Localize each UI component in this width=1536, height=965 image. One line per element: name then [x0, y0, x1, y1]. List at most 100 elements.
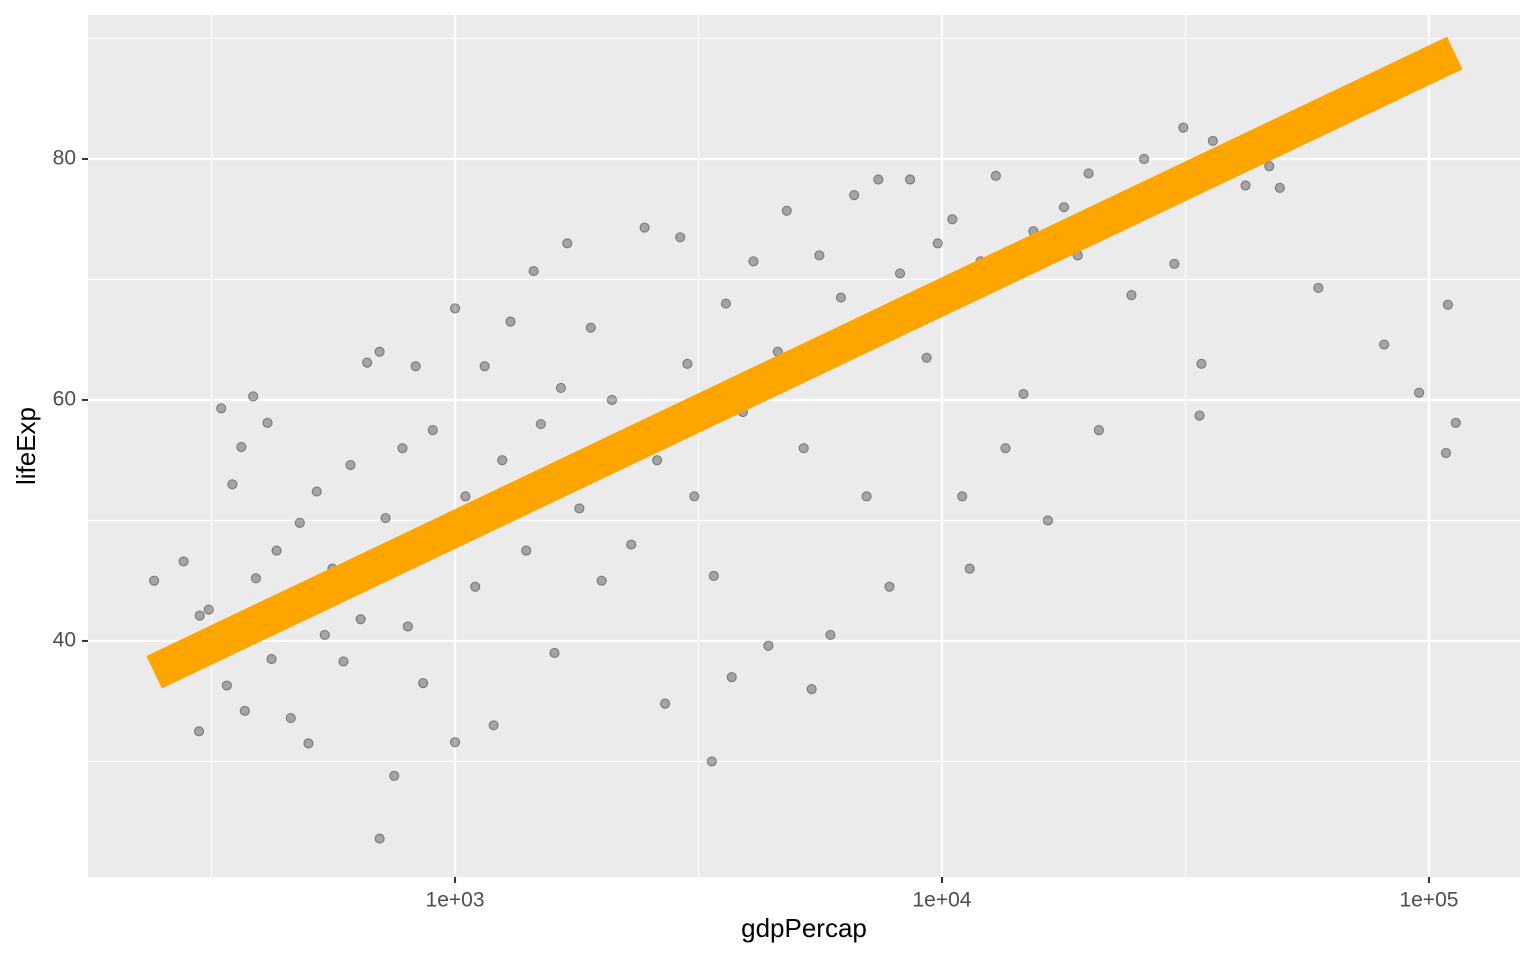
point: [193, 726, 205, 737]
point: [1042, 515, 1054, 526]
point: [990, 170, 1001, 181]
point: [781, 205, 792, 216]
point: [303, 738, 314, 749]
point: [311, 486, 322, 497]
point: [675, 232, 686, 243]
point: [806, 684, 817, 695]
grid: [88, 15, 1520, 877]
point: [861, 491, 872, 502]
point: [1264, 161, 1275, 172]
point: [1450, 417, 1461, 428]
point: [555, 382, 567, 394]
point: [319, 629, 330, 641]
point: [689, 491, 700, 502]
point: [449, 303, 461, 314]
y-tick-label: 80: [53, 147, 76, 170]
x-tick-label: 1e+03: [426, 889, 485, 912]
point: [1194, 410, 1205, 421]
point: [236, 441, 247, 453]
point: [814, 250, 825, 261]
axes: 1e+03 1e+04 1e+05 40 60 80: [53, 147, 1459, 912]
point: [338, 656, 349, 667]
point: [1313, 282, 1324, 294]
point: [449, 737, 461, 748]
point: [1442, 299, 1453, 310]
point: [470, 581, 481, 592]
point: [798, 443, 809, 454]
point: [574, 503, 585, 514]
point: [659, 698, 671, 709]
point: [262, 417, 273, 428]
point: [410, 361, 421, 372]
point: [488, 720, 499, 731]
point: [250, 573, 262, 584]
point: [932, 238, 943, 249]
point: [1379, 339, 1390, 350]
point: [708, 570, 719, 581]
point: [380, 512, 391, 524]
point: [521, 545, 532, 556]
point: [549, 647, 560, 659]
point: [964, 563, 975, 574]
point: [271, 545, 282, 556]
point: [418, 678, 429, 689]
point: [427, 424, 438, 436]
point: [239, 705, 250, 716]
y-tick-label: 40: [53, 629, 76, 652]
point: [873, 174, 884, 185]
point: [1207, 135, 1218, 147]
point: [505, 316, 516, 327]
point: [227, 479, 238, 490]
point: [194, 610, 205, 621]
point: [884, 581, 895, 592]
point: [285, 712, 296, 724]
point: [1058, 202, 1070, 213]
point: [1196, 358, 1207, 369]
y-tick-label: 60: [53, 388, 76, 411]
point: [203, 604, 214, 615]
point: [947, 214, 958, 225]
point: [1169, 258, 1180, 269]
point: [763, 640, 774, 651]
fit-line: [146, 36, 1463, 689]
point: [149, 575, 160, 586]
point: [248, 391, 259, 402]
point: [626, 539, 637, 550]
point: [706, 756, 717, 767]
point: [362, 357, 373, 368]
point: [460, 491, 471, 502]
point: [905, 174, 916, 185]
point: [389, 770, 400, 782]
point: [374, 833, 385, 844]
point: [216, 403, 227, 414]
point: [1274, 182, 1285, 194]
point: [374, 346, 385, 357]
point: [849, 190, 860, 201]
point: [1414, 387, 1425, 398]
point: [835, 292, 847, 303]
point: [1440, 447, 1452, 459]
point: [294, 517, 305, 528]
x-axis-title: gdpPercap: [741, 913, 867, 943]
point: [585, 322, 596, 333]
point: [726, 672, 737, 683]
point: [528, 265, 539, 277]
point: [825, 629, 836, 641]
point: [921, 352, 932, 363]
y-axis-title: lifeExp: [11, 407, 41, 485]
point: [266, 653, 277, 665]
point: [596, 575, 607, 586]
point: [957, 491, 968, 502]
x-tick-label: 1e+05: [1399, 889, 1458, 912]
point: [397, 443, 408, 454]
point: [894, 268, 906, 279]
point: [1178, 122, 1189, 133]
point: [639, 222, 650, 233]
point: [221, 680, 232, 691]
point: [1126, 290, 1137, 301]
point: [535, 418, 546, 430]
point: [402, 621, 413, 632]
point: [562, 238, 573, 249]
point: [748, 256, 759, 267]
